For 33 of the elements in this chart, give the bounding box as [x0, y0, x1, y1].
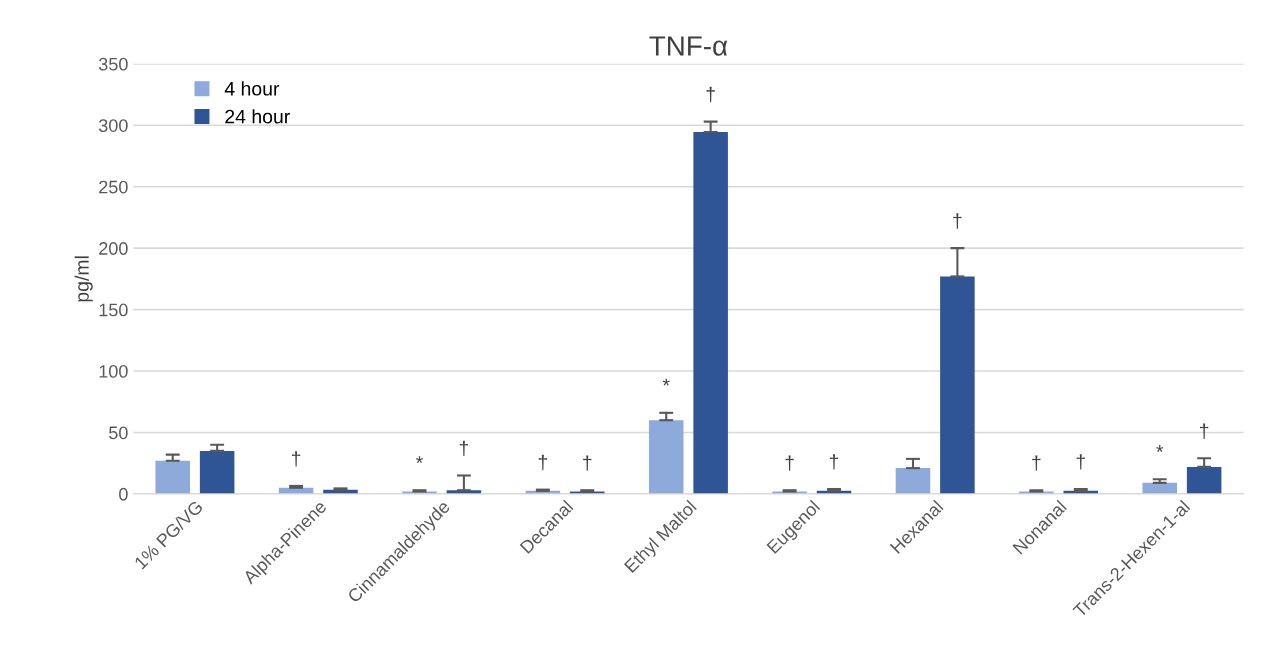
y-tick-label: 300: [98, 119, 128, 132]
data-label: †: [785, 455, 794, 471]
data-label: †: [829, 454, 839, 470]
y-tick-label: 50: [109, 426, 128, 440]
y-tick-label: 200: [99, 242, 128, 255]
data-label: †: [706, 86, 715, 103]
data-label: †: [292, 451, 301, 467]
data-label: *: [416, 456, 423, 463]
data-label: †: [1032, 455, 1041, 471]
data-label: †: [1200, 423, 1209, 439]
data-label: †: [538, 454, 547, 471]
data-label: *: [1156, 445, 1164, 452]
y-tick-label: 250: [99, 180, 128, 194]
chart-title: TNF-α: [649, 36, 728, 56]
bar: [155, 460, 190, 494]
y-tick-label: 0: [119, 487, 128, 501]
data-label: †: [583, 455, 592, 471]
y-tick-label: 150: [99, 303, 128, 317]
legend-label: 4 hour: [224, 81, 280, 96]
bar: [940, 276, 975, 494]
data-label: †: [1076, 454, 1085, 470]
bar: [1186, 466, 1222, 494]
y-tick-label: 100: [99, 364, 128, 378]
data-label: *: [662, 378, 670, 386]
bar: [693, 132, 728, 494]
legend-label: 24 hour: [225, 109, 290, 124]
bar: [199, 450, 235, 494]
data-label: †: [459, 440, 468, 457]
bar: [895, 468, 931, 494]
y-axis-title: pg/ml: [74, 256, 93, 302]
data-label: †: [953, 213, 962, 229]
bar: [648, 420, 684, 494]
y-tick-label: 350: [98, 57, 128, 71]
